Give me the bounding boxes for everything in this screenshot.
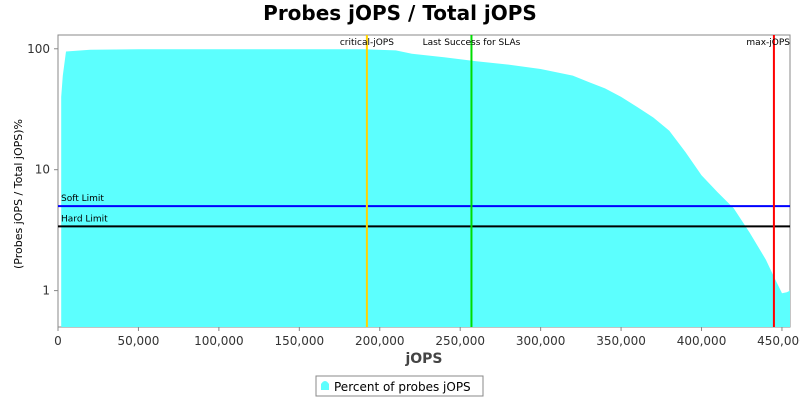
marker-label-max-jops: max-jOPS bbox=[746, 38, 790, 48]
vertical-lines: critical-jOPS Last Success for SLAs max-jO… bbox=[340, 35, 790, 327]
x-tick-label: 300,000 bbox=[516, 334, 566, 348]
x-tick-label: 0 bbox=[54, 334, 62, 348]
reference-label-hard-limit: Hard Limit bbox=[61, 214, 108, 224]
x-tick-label: 450,000 bbox=[757, 334, 800, 348]
x-tick-label: 50,000 bbox=[117, 334, 159, 348]
x-tick-label: 150,000 bbox=[275, 334, 325, 348]
x-tick-label: 350,000 bbox=[596, 334, 646, 348]
legend-label: Percent of probes jOPS bbox=[334, 380, 471, 394]
chart-title: Probes jOPS / Total jOPS bbox=[263, 1, 537, 25]
x-tick-label: 250,000 bbox=[435, 334, 485, 348]
y-axis-title: (Probes jOPS / Total jOPS)% bbox=[12, 119, 25, 269]
marker-label-last-success-for-slas: Last Success for SLAs bbox=[423, 38, 521, 48]
horizontal-lines: Soft Limit Hard Limit bbox=[58, 194, 790, 228]
x-tick-label: 100,000 bbox=[194, 334, 244, 348]
x-axis-title: jOPS bbox=[404, 351, 442, 367]
y-axis: 1 10 100 bbox=[27, 42, 58, 298]
legend: Percent of probes jOPS bbox=[315, 375, 484, 397]
x-tick-label: 400,000 bbox=[677, 334, 727, 348]
y-tick-label: 1 bbox=[42, 284, 50, 298]
marker-label-critical-jops: critical-jOPS bbox=[340, 38, 394, 48]
series-area bbox=[61, 49, 790, 328]
reference-label-soft-limit: Soft Limit bbox=[61, 194, 104, 204]
legend-box bbox=[315, 375, 484, 397]
x-tick-label: 200,000 bbox=[355, 334, 405, 348]
x-axis: 0 50,000 100,000 150,000 200,000 250,000 300,0… bbox=[54, 327, 800, 348]
y-tick-label: 100 bbox=[27, 42, 50, 56]
y-tick-label: 10 bbox=[35, 163, 50, 177]
series-area-group bbox=[61, 49, 790, 328]
legend-swatch-icon bbox=[321, 381, 329, 390]
